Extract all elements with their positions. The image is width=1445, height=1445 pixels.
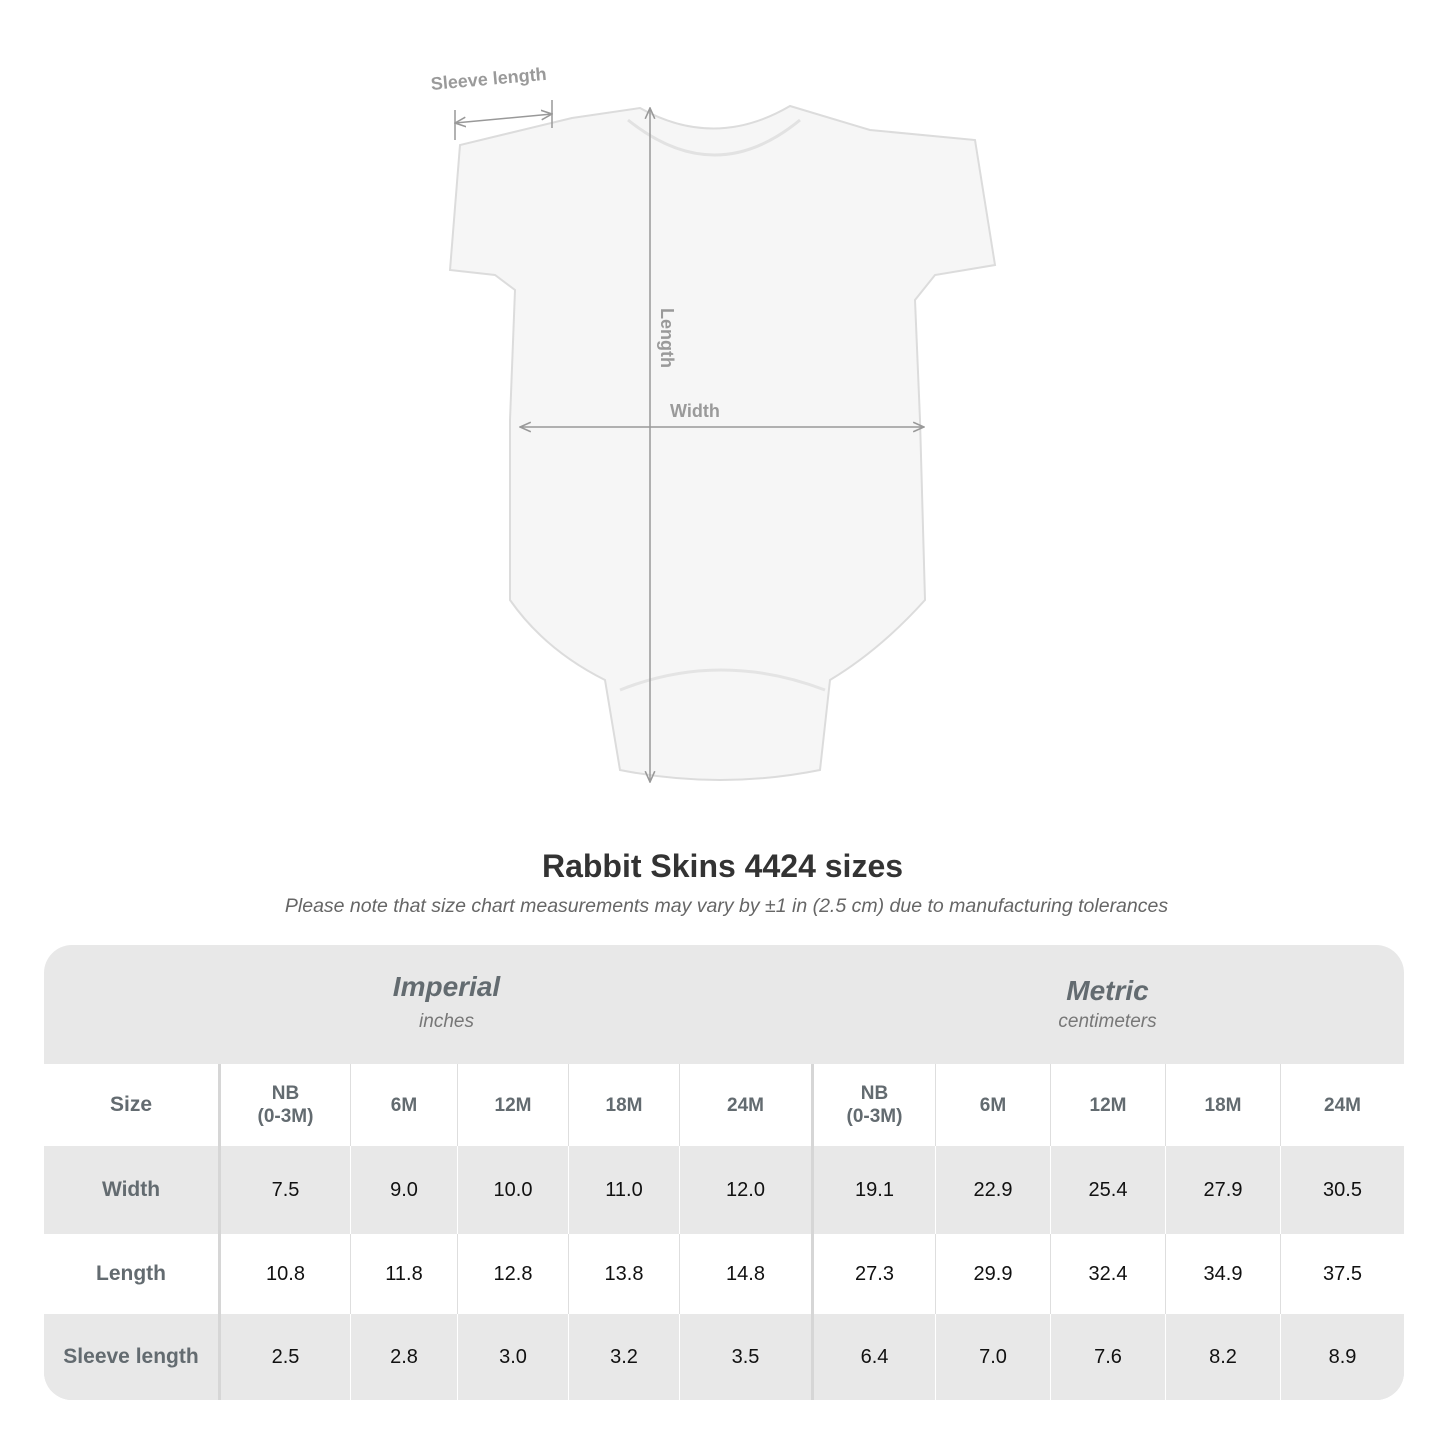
- value-cell: 9.0: [350, 1146, 457, 1234]
- value-cell: 12.0: [679, 1146, 811, 1234]
- value-cell: 6.4: [811, 1314, 935, 1400]
- size-header-cell: 24M: [1280, 1064, 1404, 1146]
- length-label: Length: [657, 308, 677, 368]
- size-header-cell: 12M: [457, 1064, 568, 1146]
- size-header-cell: NB (0-3M): [811, 1064, 935, 1146]
- value-cell: 7.0: [935, 1314, 1050, 1400]
- value-cell: 30.5: [1280, 1146, 1404, 1234]
- measurement-row: Width 7.5 9.0 10.0 11.0 12.0 19.1 22.9 25.4 27.9 3…: [44, 1146, 1404, 1234]
- size-header-cell: 6M: [935, 1064, 1050, 1146]
- sleeve-measure-line: [455, 114, 552, 123]
- row-label: Width: [44, 1146, 218, 1234]
- value-cell: 7.6: [1050, 1314, 1165, 1400]
- value-cell: 12.8: [457, 1234, 568, 1314]
- measurement-row: Length 10.8 11.8 12.8 13.8 14.8 27.3 29.9 32.4 34…: [44, 1234, 1404, 1314]
- bodysuit-image: [448, 104, 997, 781]
- value-cell: 32.4: [1050, 1234, 1165, 1314]
- value-cell: 37.5: [1280, 1234, 1404, 1314]
- row-label: Size: [109, 1093, 153, 1116]
- value-cell: 27.9: [1165, 1146, 1280, 1234]
- size-table: Imperial inches Metric centimeters Size N…: [44, 945, 1404, 1400]
- width-label: Width: [670, 401, 720, 421]
- bodysuit-diagram: [448, 100, 997, 820]
- measurement-row: Sleeve length 2.5 2.8 3.0 3.2 3.5 6.4 7.0 7.6 8.2…: [44, 1314, 1404, 1400]
- value-cell: 2.5: [218, 1314, 350, 1400]
- value-cell: 3.0: [457, 1314, 568, 1400]
- metric-unit: centimeters: [1058, 1011, 1157, 1032]
- value-cell: 22.9: [935, 1146, 1050, 1234]
- metric-header: Metric centimeters: [811, 945, 1404, 1064]
- imperial-header: Imperial inches: [218, 945, 675, 1064]
- size-header-cell: 18M: [568, 1064, 679, 1146]
- row-label: Sleeve length: [44, 1314, 218, 1400]
- value-cell: 2.8: [350, 1314, 457, 1400]
- value-cell: 29.9: [935, 1234, 1050, 1314]
- page-title: Rabbit Skins 4424 sizes: [541, 848, 904, 884]
- value-cell: 8.9: [1280, 1314, 1404, 1400]
- size-header-cell: 18M: [1165, 1064, 1280, 1146]
- row-label: Length: [96, 1262, 166, 1285]
- value-cell: 13.8: [568, 1234, 679, 1314]
- value-cell: 11.0: [568, 1146, 679, 1234]
- value-cell: 27.3: [811, 1234, 935, 1314]
- value-cell: 3.5: [679, 1314, 811, 1400]
- size-header-cell: 6M: [350, 1064, 457, 1146]
- value-cell: 7.5: [218, 1146, 350, 1234]
- size-header-row: Size NB (0-3M) 6M 12M 18M 24M NB (0-3M) 6M 12M 18…: [44, 1064, 1404, 1146]
- size-header-cell: 12M: [1050, 1064, 1165, 1146]
- size-header-cell: NB (0-3M): [218, 1064, 350, 1146]
- imperial-unit: inches: [419, 1011, 474, 1032]
- value-cell: 10.0: [457, 1146, 568, 1234]
- value-cell: 19.1: [811, 1146, 935, 1234]
- metric-title: Metric: [1066, 975, 1149, 1006]
- imperial-title: Imperial: [392, 971, 501, 1002]
- value-cell: 34.9: [1165, 1234, 1280, 1314]
- tolerance-note: Please note that size chart measurements…: [284, 895, 1169, 917]
- value-cell: 3.2: [568, 1314, 679, 1400]
- size-header-cell: 24M: [679, 1064, 811, 1146]
- value-cell: 10.8: [218, 1234, 350, 1314]
- value-cell: 11.8: [350, 1234, 457, 1314]
- value-cell: 8.2: [1165, 1314, 1280, 1400]
- value-cell: 25.4: [1050, 1146, 1165, 1234]
- value-cell: 14.8: [679, 1234, 811, 1314]
